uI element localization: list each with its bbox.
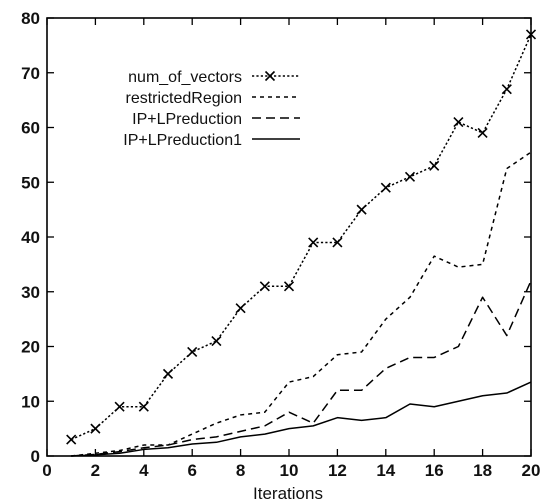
series-num_of_vectors: [66, 29, 537, 445]
legend-label: IP+LPreduction: [132, 111, 242, 128]
data-point: [380, 182, 391, 193]
series-line: [71, 280, 532, 457]
legend-entry: restrictedRegion: [126, 90, 300, 107]
y-tick-label: 30: [21, 283, 40, 302]
x-tick-label: 16: [425, 461, 444, 480]
legend-entry: IP+LPreduction: [132, 111, 300, 128]
data-point: [501, 84, 512, 95]
x-tick-label: 18: [473, 461, 492, 480]
legend-label: restrictedRegion: [126, 90, 243, 107]
x-tick-label: 10: [280, 461, 299, 480]
series-line: [71, 151, 532, 457]
data-point: [162, 368, 174, 379]
data-point: [114, 401, 125, 412]
x-tick-label: 20: [522, 461, 541, 480]
data-point: [525, 29, 537, 40]
x-tick-label: 12: [328, 461, 347, 480]
data-point: [404, 171, 416, 182]
legend: num_of_vectors restrictedRegion IP+LPreduc…: [123, 69, 300, 149]
x-axis: 0 2 4 6 8 10 12 14 16 18 20: [42, 18, 540, 480]
y-tick-label: 0: [31, 447, 40, 466]
data-point: [211, 335, 222, 347]
y-tick-label: 80: [21, 9, 40, 28]
legend-marker: [264, 70, 276, 82]
data-point: [66, 434, 77, 445]
data-point: [477, 127, 488, 139]
data-point: [259, 281, 270, 292]
data-point: [235, 303, 246, 314]
x-axis-label: Iterations: [253, 484, 323, 502]
y-tick-label: 10: [21, 392, 40, 411]
y-tick-label: 70: [21, 64, 40, 83]
series-line: [71, 381, 532, 457]
legend-label: num_of_vectors: [128, 69, 242, 86]
y-axis: 0 10 20 30 40 50 60 70 80: [21, 9, 531, 466]
series-restrictedRegion: [71, 151, 532, 457]
y-tick-label: 20: [21, 338, 40, 357]
x-tick-label: 14: [376, 461, 395, 480]
y-tick-label: 60: [21, 119, 40, 138]
plot-frame-group: [46, 17, 532, 457]
series-layer: [66, 29, 537, 457]
data-point: [356, 204, 367, 215]
x-tick-label: 2: [91, 461, 100, 480]
legend-entry: num_of_vectors: [128, 69, 300, 86]
series-line: [70, 34, 532, 441]
y-tick-label: 50: [21, 173, 40, 192]
x-tick-label: 4: [139, 461, 149, 480]
x-tick-label: 8: [236, 461, 245, 480]
data-point: [429, 160, 440, 171]
legend-label: IP+LPreduction1: [123, 132, 242, 149]
data-point: [90, 423, 101, 434]
data-point: [308, 237, 319, 248]
legend-entry: IP+LPreduction1: [123, 132, 300, 149]
plot-frame: [46, 17, 532, 457]
y-tick-label: 40: [21, 228, 40, 247]
x-tick-label: 6: [187, 461, 196, 480]
data-point: [138, 401, 149, 412]
x-tick-label: 0: [42, 461, 51, 480]
data-point: [283, 281, 295, 292]
data-point: [453, 116, 464, 128]
data-point: [187, 346, 198, 358]
data-point: [332, 237, 343, 248]
series-IP+LPreduction1: [71, 381, 532, 457]
series-IP+LPreduction: [71, 280, 532, 457]
